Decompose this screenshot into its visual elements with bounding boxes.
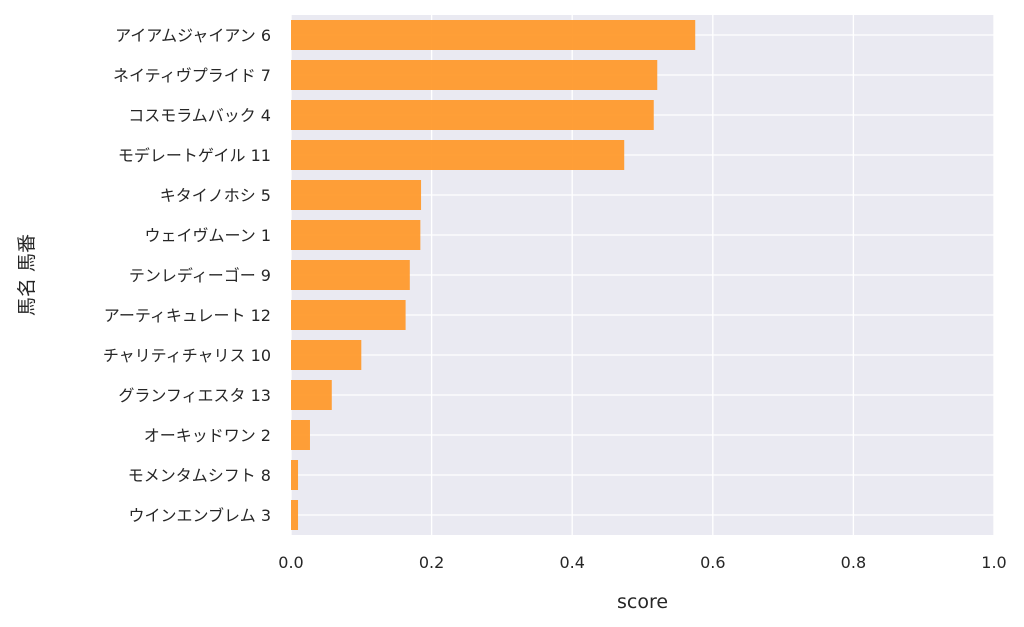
bar bbox=[291, 300, 406, 330]
bar bbox=[291, 60, 658, 90]
bar bbox=[291, 220, 421, 250]
y-tick-label: ウインエンブレム 3 bbox=[129, 506, 271, 525]
y-tick-label: テンレディーゴー 9 bbox=[129, 266, 271, 285]
bar bbox=[291, 100, 654, 130]
y-tick-label: コスモラムバック 4 bbox=[128, 106, 271, 125]
y-tick-label: チャリティチャリス 10 bbox=[103, 346, 271, 365]
y-tick-label: アイアムジャイアン 6 bbox=[115, 26, 271, 45]
bar bbox=[291, 340, 362, 370]
y-tick-label: ネイティヴプライド 7 bbox=[113, 66, 271, 85]
bar bbox=[291, 260, 410, 290]
y-tick-label: ウェイヴムーン 1 bbox=[145, 226, 271, 245]
y-tick-label: グランフィエスタ 13 bbox=[118, 386, 271, 405]
x-tick-label: 0.2 bbox=[419, 553, 444, 572]
bar bbox=[291, 380, 332, 410]
y-tick-label: モデレートゲイル 11 bbox=[118, 146, 271, 165]
y-tick-label: アーティキュレート 12 bbox=[104, 306, 271, 325]
bar bbox=[291, 500, 299, 530]
x-tick-label: 1.0 bbox=[981, 553, 1006, 572]
bar bbox=[291, 20, 696, 50]
bar bbox=[291, 460, 299, 490]
y-tick-label: オーキッドワン 2 bbox=[144, 426, 271, 445]
y-tick-labels: アイアムジャイアン 6 ネイティヴプライド 7 コスモラムバック 4 モデレートゲイル… bbox=[103, 26, 271, 525]
x-tick-label: 0.0 bbox=[278, 553, 303, 572]
y-tick-label: モメンタムシフト 8 bbox=[128, 466, 271, 485]
y-tick-label: キタイノホシ 5 bbox=[160, 186, 271, 205]
x-tick-labels: 0.0 0.2 0.4 0.6 0.8 1.0 bbox=[278, 553, 1006, 572]
bar bbox=[291, 140, 625, 170]
x-tick-label: 0.4 bbox=[559, 553, 584, 572]
x-tick-label: 0.8 bbox=[841, 553, 866, 572]
x-tick-label: 0.6 bbox=[700, 553, 725, 572]
y-axis-title: 馬名 馬番 bbox=[16, 234, 38, 316]
x-axis-title: score bbox=[617, 591, 668, 613]
bar bbox=[291, 180, 422, 210]
bar bbox=[291, 420, 310, 450]
bars bbox=[291, 20, 696, 530]
